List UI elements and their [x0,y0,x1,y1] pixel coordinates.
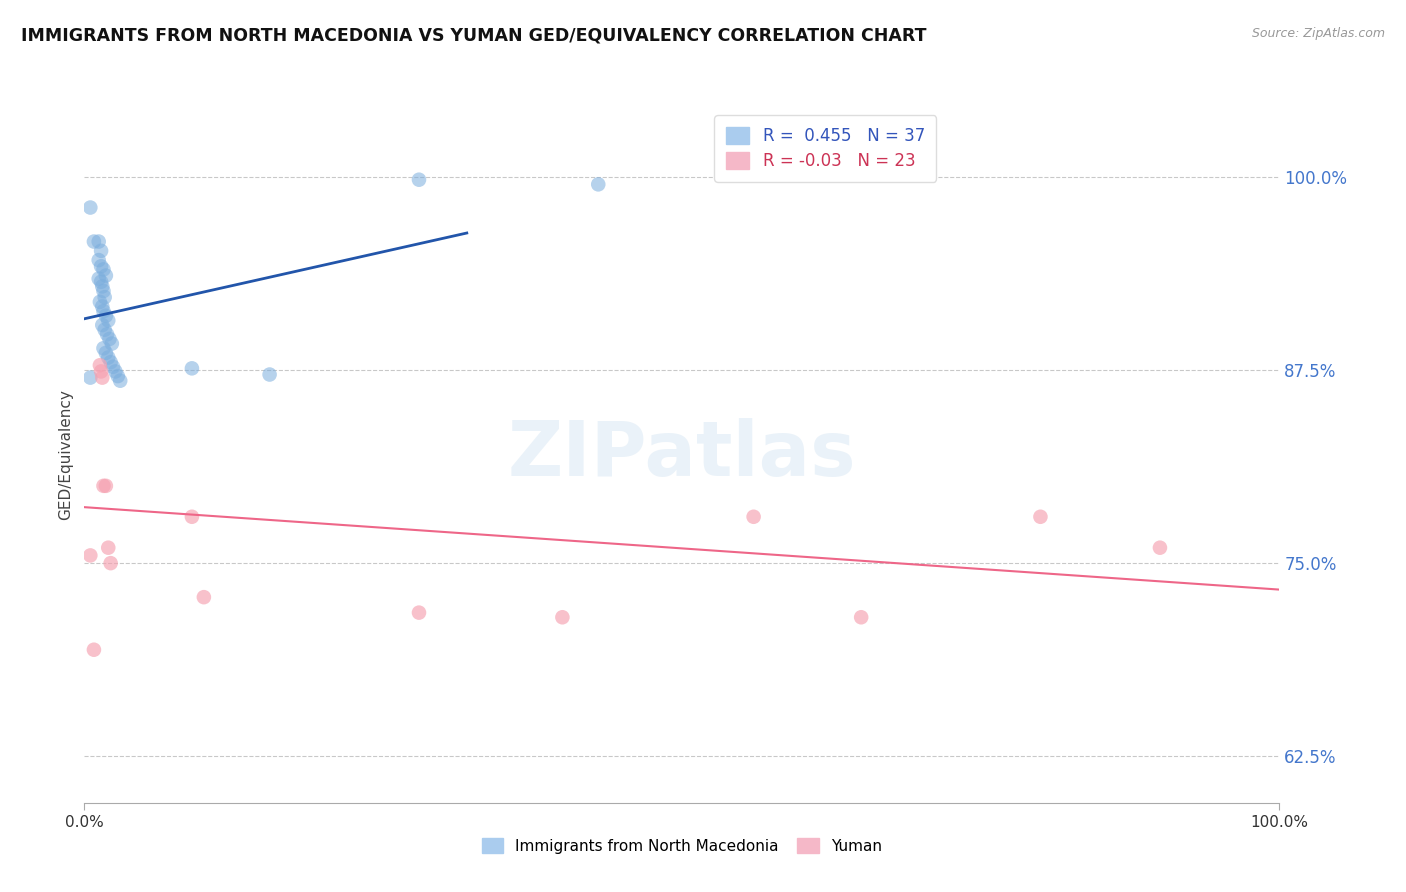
Point [89,358,111,372]
Point [91,279,114,293]
Point [181,509,204,524]
Legend: Immigrants from North Macedonia, Yuman: Immigrants from North Macedonia, Yuman [474,830,890,862]
Point [93,290,115,304]
Point [87,253,110,268]
Point [551,610,574,624]
Point [89,294,111,309]
Point [93,304,115,318]
Point [79,549,101,563]
Point [101,359,124,374]
Point [98,332,121,346]
Point [96,327,118,342]
Point [83,642,105,657]
Point [100,556,122,570]
Point [91,300,114,314]
Point [94,268,117,283]
Point [94,309,117,323]
Point [91,370,114,384]
Text: IMMIGRANTS FROM NORTH MACEDONIA VS YUMAN GED/EQUIVALENCY CORRELATION CHART: IMMIGRANTS FROM NORTH MACEDONIA VS YUMAN… [21,27,927,45]
Point [90,275,112,289]
Y-axis label: GED/Equivalency: GED/Equivalency [58,390,73,520]
Point [87,271,110,285]
Point [93,284,115,298]
Point [94,479,117,493]
Point [97,351,120,365]
Point [104,364,127,378]
Point [100,355,122,369]
Point [101,336,124,351]
Point [87,235,110,249]
Point [93,323,115,337]
Point [259,368,281,382]
Point [94,346,117,360]
Point [90,364,112,378]
Point [1029,509,1052,524]
Point [851,610,873,624]
Point [408,172,430,186]
Point [93,262,115,277]
Point [181,361,204,376]
Point [93,341,115,355]
Point [588,178,610,192]
Point [742,509,765,524]
Point [408,606,430,620]
Point [193,590,215,604]
Point [110,374,132,388]
Point [90,260,112,274]
Point [97,313,120,327]
Text: Source: ZipAtlas.com: Source: ZipAtlas.com [1251,27,1385,40]
Point [79,370,101,384]
Point [107,369,129,384]
Point [91,318,114,332]
Point [93,479,115,493]
Point [79,201,101,215]
Point [1149,541,1171,555]
Point [83,235,105,249]
Text: ZIPatlas: ZIPatlas [508,418,856,491]
Point [90,244,112,258]
Point [97,541,120,555]
